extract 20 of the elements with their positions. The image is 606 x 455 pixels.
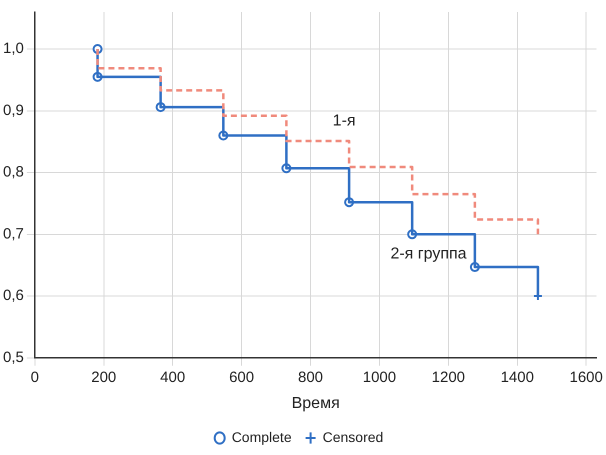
series-label: 1-я	[332, 112, 356, 130]
y-tick-label: 0,9	[2, 102, 24, 119]
y-tick-label: 0,8	[2, 164, 24, 181]
x-axis-title: Время	[292, 394, 340, 412]
legend-label: Complete	[232, 428, 292, 445]
y-tick-label: 1,0	[2, 40, 24, 58]
series-label: 2-я группа	[390, 246, 467, 263]
x-tick-label: 1000	[362, 368, 396, 386]
y-tick-label: 0,5	[2, 348, 24, 366]
x-tick-label: 0	[30, 368, 40, 386]
x-tick-label: 1600	[569, 368, 603, 386]
y-tick-label: 0,6	[2, 287, 24, 304]
y-tick-label: 0,7	[2, 225, 24, 242]
x-tick-label: 800	[298, 368, 324, 386]
x-tick-label: 1200	[432, 368, 466, 386]
legend-label: Censored	[322, 428, 384, 445]
x-tick-label: 1400	[500, 368, 534, 386]
x-tick-label: 600	[229, 368, 254, 386]
x-tick-label: 400	[160, 368, 186, 386]
x-tick-label: 200	[91, 368, 116, 386]
